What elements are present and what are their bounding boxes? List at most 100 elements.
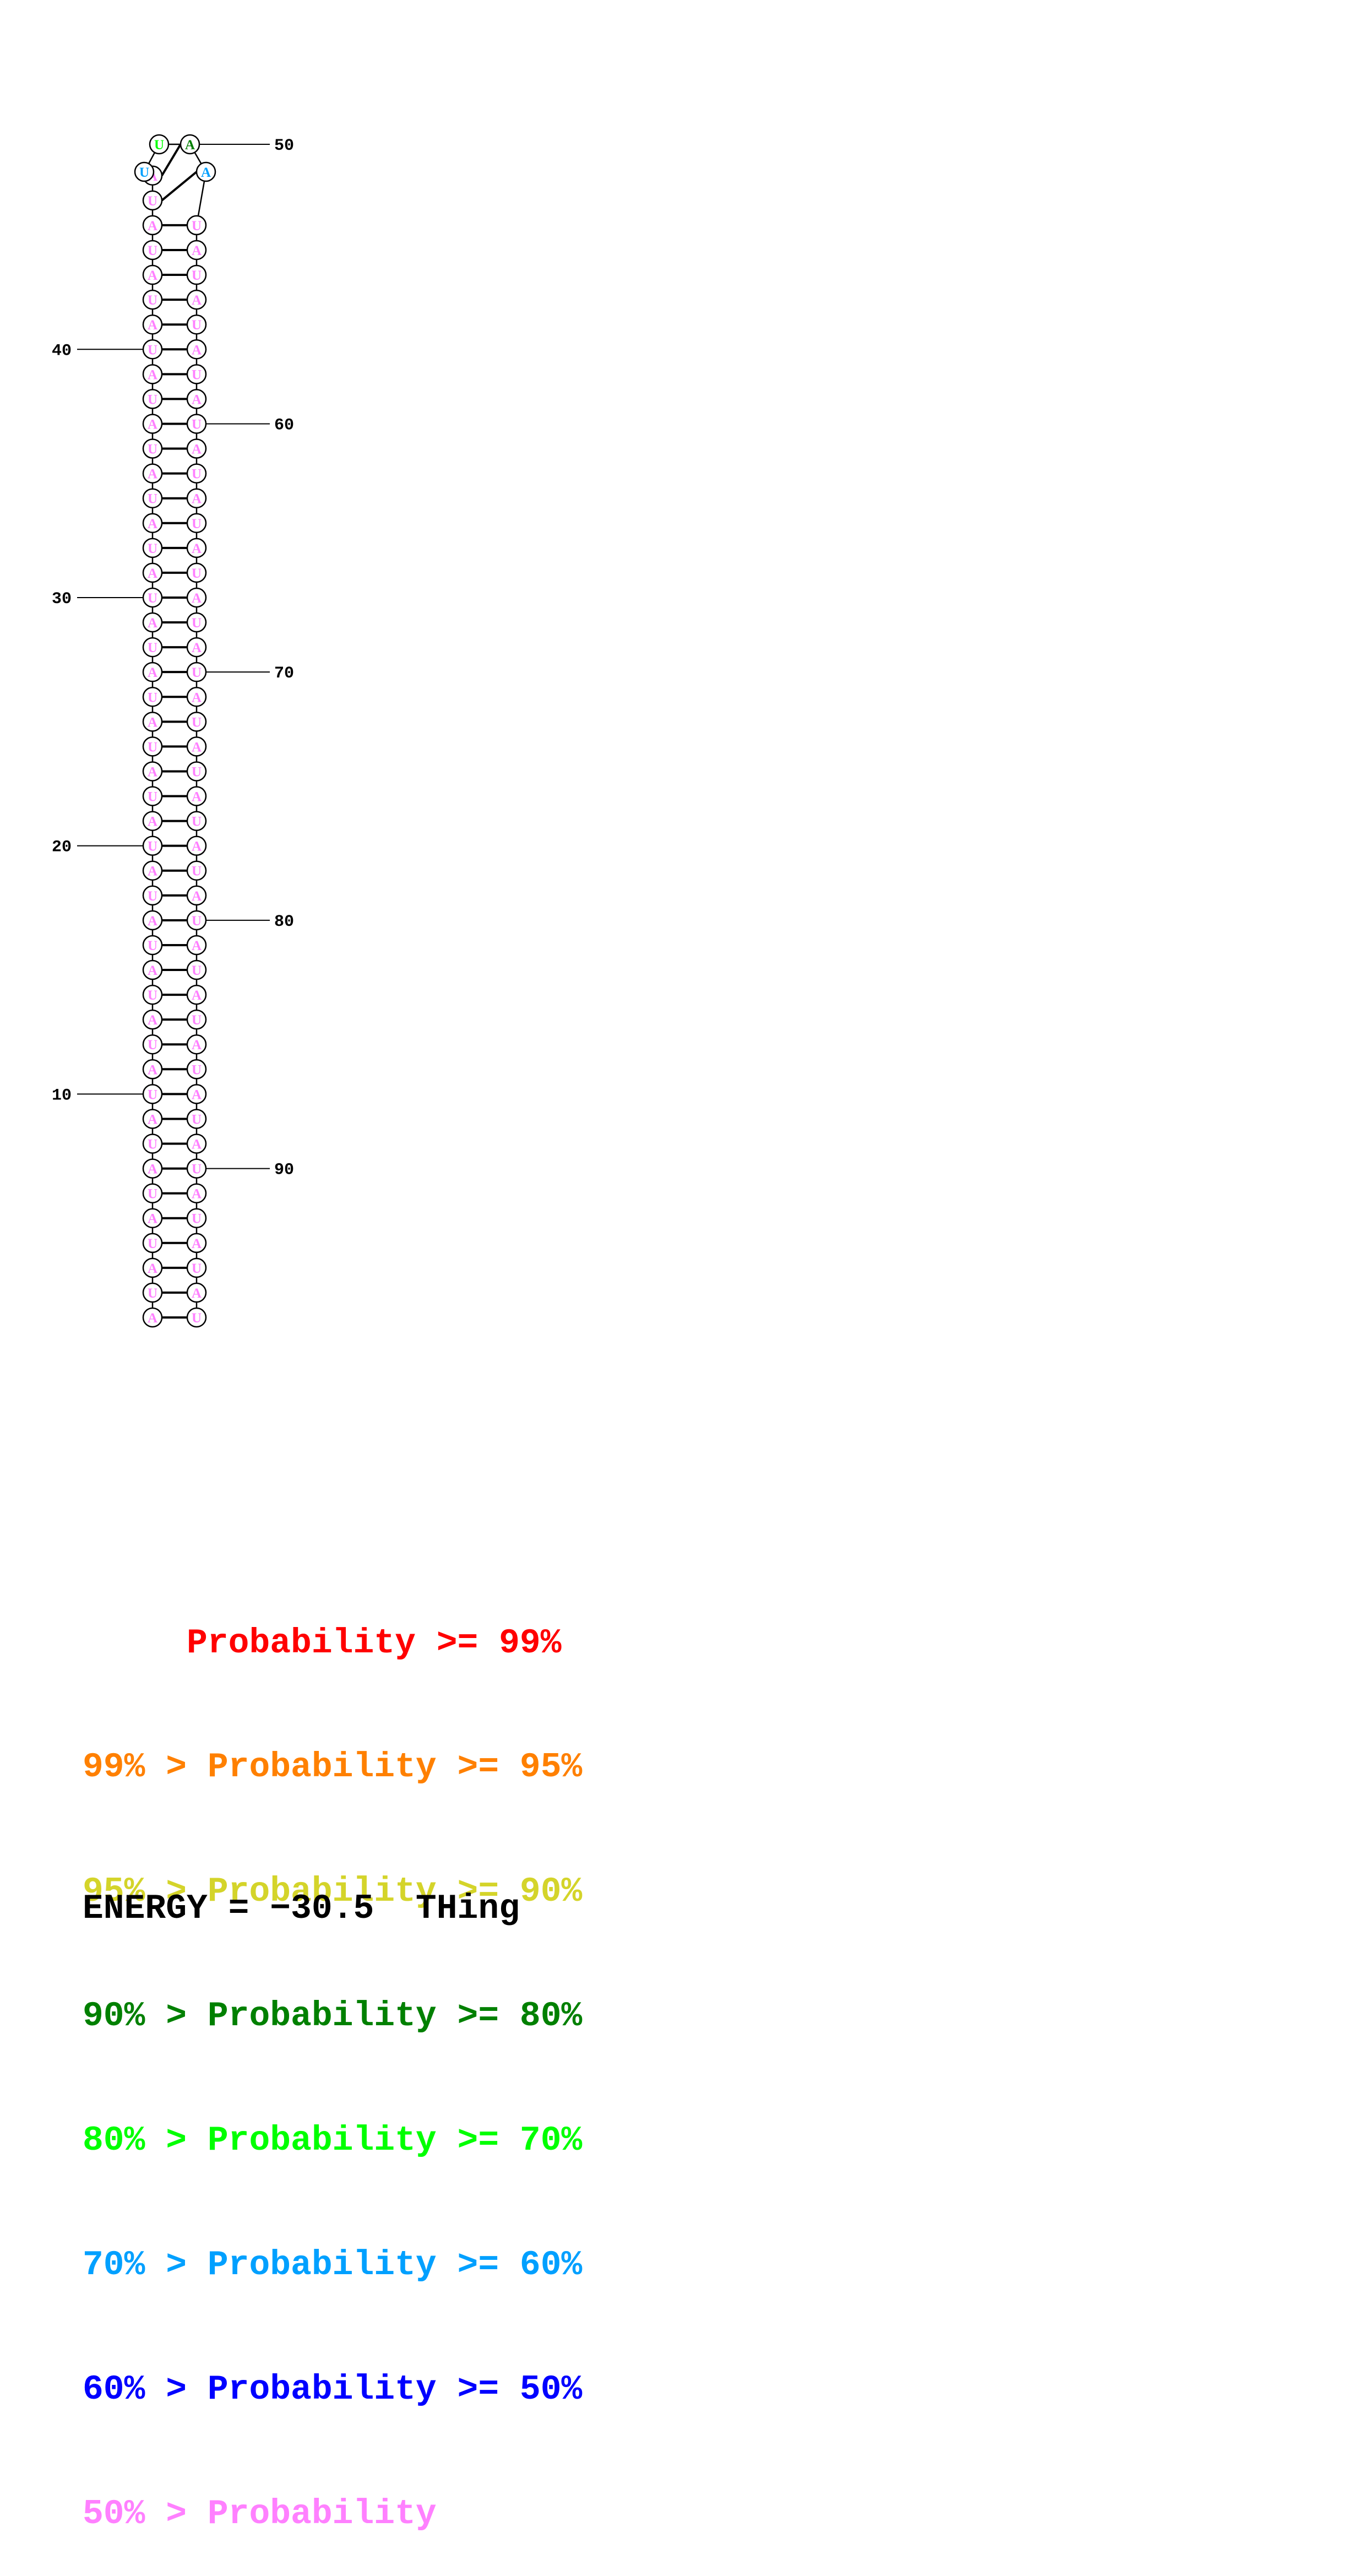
nucleotide-letter: A [185, 138, 195, 153]
legend-row-70-60: 70% > Probability >= 60% [83, 2246, 583, 2285]
nucleotide-circle [186, 984, 207, 1005]
nucleotide: U [142, 1233, 163, 1254]
nucleotide: A [186, 488, 207, 508]
nucleotide: A [186, 587, 207, 608]
nucleotide-letter: U [192, 715, 202, 730]
position-label: 80 [274, 913, 294, 931]
nucleotide-circle [142, 736, 163, 757]
nucleotide-letter: U [192, 616, 202, 631]
nucleotide: U [186, 463, 207, 484]
nucleotide-circle [195, 161, 216, 182]
nucleotide: A [186, 1134, 207, 1154]
nucleotide-letter: U [148, 939, 157, 953]
nucleotide: U [186, 811, 207, 831]
nucleotide: A [186, 935, 207, 956]
nucleotide-circle [142, 1307, 163, 1328]
nucleotide-circle [186, 1034, 207, 1055]
nucleotide-circle [186, 1208, 207, 1228]
nucleotide-circle [186, 538, 207, 558]
nucleotide-letter: A [192, 442, 202, 457]
nucleotide-circle [180, 134, 200, 155]
nucleotide-letter: A [192, 541, 202, 556]
nucleotide-letter: A [148, 1261, 157, 1276]
nucleotide-letter: U [192, 963, 202, 978]
position-label: 10 [52, 1086, 72, 1105]
nucleotide-letter: A [192, 293, 202, 308]
nucleotide: A [186, 687, 207, 707]
nucleotide: A [180, 134, 200, 155]
nucleotide-letter: A [192, 343, 202, 357]
nucleotide-letter: U [192, 914, 202, 929]
nucleotide-letter: U [192, 665, 202, 680]
nucleotide-circle [186, 637, 207, 658]
nucleotide: U [186, 1257, 207, 1278]
legend-row-99-95: 99% > Probability >= 95% [83, 1748, 583, 1787]
nucleotide-letter: A [148, 417, 157, 432]
nucleotide-letter: A [148, 1013, 157, 1028]
nucleotide-circle [186, 811, 207, 831]
nucleotide: A [142, 1208, 163, 1228]
nucleotide: U [186, 1059, 207, 1080]
nucleotide: A [186, 1084, 207, 1104]
nucleotide-letter: A [148, 467, 157, 482]
nucleotide-letter: A [192, 1286, 202, 1301]
nucleotide-circle [142, 389, 163, 409]
nucleotide-circle [186, 488, 207, 508]
nucleotide-circle [186, 736, 207, 757]
nucleotide: U [134, 161, 155, 182]
nucleotide-letter: U [148, 293, 157, 308]
nucleotide-letter: U [192, 566, 202, 581]
nucleotide-letter: U [148, 1038, 157, 1053]
nucleotide-letter: A [148, 715, 157, 730]
nucleotide-circle [186, 661, 207, 682]
nucleotide: A [195, 161, 216, 182]
nucleotide-circle [186, 935, 207, 956]
nucleotide-circle [142, 1059, 163, 1080]
position-label: 30 [52, 590, 72, 609]
nucleotide-letter: A [192, 988, 202, 1003]
nucleotide-circle [186, 786, 207, 806]
nucleotide-circle [142, 612, 163, 633]
nucleotide: U [142, 1034, 163, 1055]
nucleotide-letter: U [192, 367, 202, 382]
nucleotide-circle [142, 587, 163, 608]
nucleotide-circle [186, 1233, 207, 1254]
base-pairs [161, 143, 198, 1319]
nucleotide: U [186, 562, 207, 583]
nucleotide: U [142, 1134, 163, 1154]
nucleotide-circle [186, 562, 207, 583]
nucleotide-circle [186, 289, 207, 310]
nucleotide-circle [186, 1009, 207, 1030]
nucleotide-letter: U [192, 1212, 202, 1227]
nucleotide: U [142, 885, 163, 906]
nucleotide-circle [142, 364, 163, 384]
nucleotide: A [186, 389, 207, 409]
nucleotide-circle [142, 786, 163, 806]
nucleotide-letter: A [192, 1237, 202, 1251]
nucleotide: U [142, 687, 163, 707]
nucleotide-letter: A [192, 1087, 202, 1102]
nucleotide-circle [186, 885, 207, 906]
nucleotide: U [142, 190, 163, 211]
nucleotide-letter: U [192, 1311, 202, 1326]
nucleotide: A [186, 736, 207, 757]
nucleotide-letter: A [192, 1187, 202, 1202]
nucleotide-circle [134, 161, 155, 182]
nucleotide: A [142, 562, 163, 583]
nucleotide-circle [186, 463, 207, 484]
nucleotide-circle [142, 513, 163, 534]
nucleotide: A [186, 339, 207, 360]
nucleotide: U [186, 215, 207, 236]
nucleotide: U [186, 1109, 207, 1129]
nucleotide: U [142, 488, 163, 508]
nucleotide-letter: A [148, 1062, 157, 1077]
nucleotide-letter: U [148, 641, 157, 655]
nucleotide-circle [142, 811, 163, 831]
nucleotide-circle [142, 414, 163, 434]
legend-row-80-70: 80% > Probability >= 70% [83, 2121, 583, 2161]
nucleotide: U [142, 984, 163, 1005]
nucleotide-letter: U [139, 165, 149, 180]
nucleotide-letter: U [192, 1013, 202, 1028]
nucleotide-letter: U [192, 517, 202, 532]
